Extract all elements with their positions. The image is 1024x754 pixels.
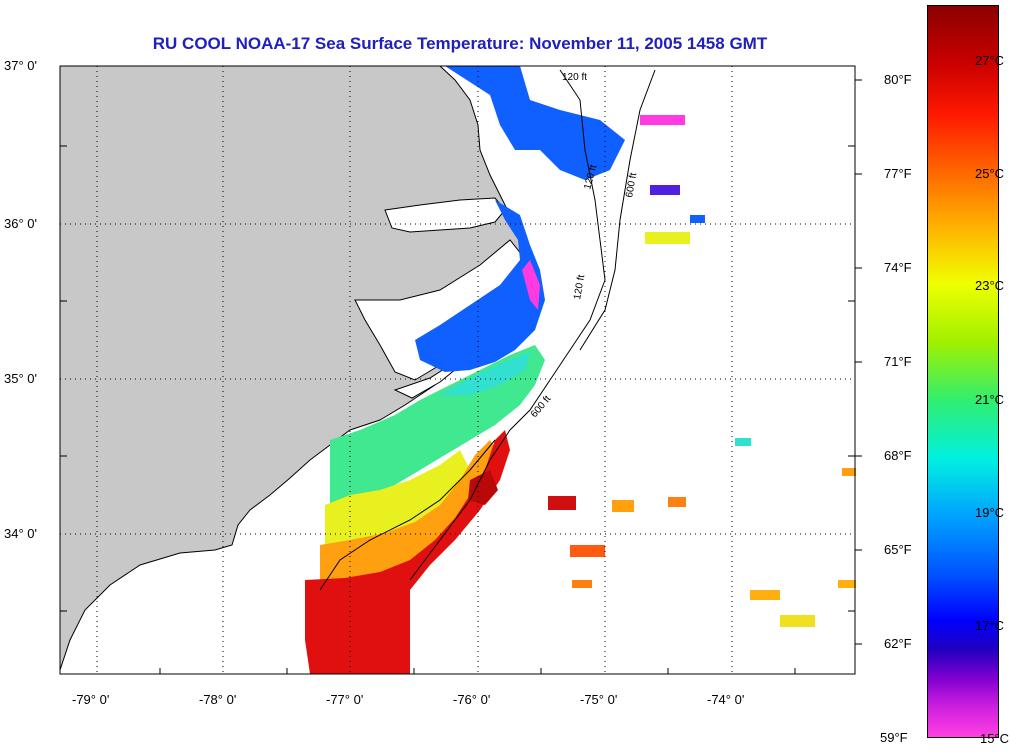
celsius-label: 15°C: [980, 731, 1010, 746]
contour-label: 600 ft: [624, 172, 639, 199]
axis-ticks: [60, 79, 862, 674]
lat-label: 37° 0': [4, 58, 37, 73]
fahrenheit-label: 65°F: [884, 542, 912, 557]
celsius-label: 19°C: [975, 505, 1005, 520]
lon-label: -75° 0': [580, 692, 618, 707]
contour-label: 120 ft: [562, 72, 587, 83]
plot-frame: [59, 65, 856, 675]
celsius-label: 25°C: [975, 166, 1005, 181]
lon-label: -79° 0': [72, 692, 110, 707]
lon-label: -76° 0': [453, 692, 491, 707]
fahrenheit-label: 62°F: [884, 636, 912, 651]
sst-swath: [305, 66, 856, 674]
map-title: RU COOL NOAA-17 Sea Surface Temperature:…: [152, 34, 768, 53]
temperature-colorbar: [927, 5, 999, 738]
lon-label: -77° 0': [326, 692, 364, 707]
fahrenheit-label: 59°F: [880, 730, 908, 745]
lat-label: 34° 0': [4, 526, 37, 541]
celsius-label: 21°C: [975, 392, 1005, 407]
lat-label: 35° 0': [4, 371, 37, 386]
lon-label: -78° 0': [199, 692, 237, 707]
fahrenheit-label: 71°F: [884, 354, 912, 369]
fahrenheit-label: 80°F: [884, 72, 912, 87]
celsius-label: 27°C: [975, 53, 1005, 68]
fahrenheit-label: 77°F: [884, 166, 912, 181]
celsius-label: 17°C: [975, 618, 1005, 633]
fahrenheit-label: 68°F: [884, 448, 912, 463]
celsius-label: 23°C: [975, 278, 1005, 293]
lat-label: 36° 0': [4, 216, 37, 231]
isobath-contours: [319, 69, 656, 591]
fahrenheit-label: 74°F: [884, 260, 912, 275]
lon-label: -74° 0': [707, 692, 745, 707]
contour-label: 120 ft: [572, 274, 587, 301]
